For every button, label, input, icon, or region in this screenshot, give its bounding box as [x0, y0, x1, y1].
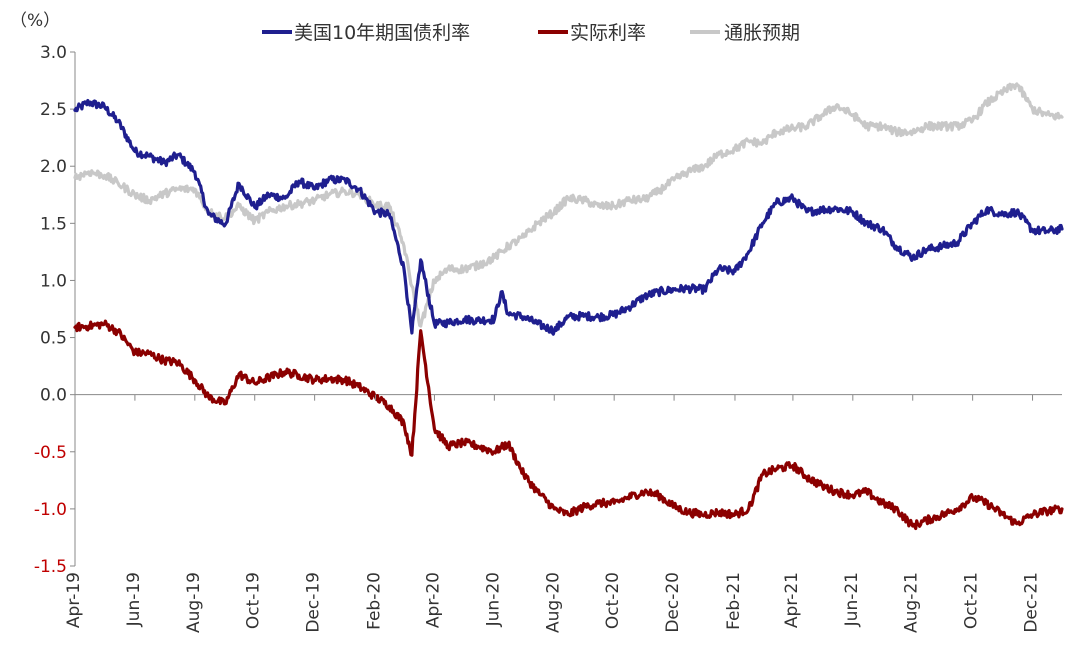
x-tick-label: Jun-21	[842, 572, 862, 627]
x-tick-label: Oct-21	[962, 572, 982, 629]
axes	[74, 52, 1062, 566]
x-tick-label: Apr-19	[64, 572, 84, 628]
x-tick-label: Dec-19	[304, 572, 324, 633]
x-tick-label: Apr-21	[782, 572, 802, 628]
y-tick-label: 3.0	[40, 43, 67, 63]
y-tick-label: 0.0	[40, 386, 67, 406]
legend-label-0: 美国10年期国债利率	[294, 22, 470, 44]
y-tick-label: 2.5	[40, 100, 67, 120]
x-tick-label: Jun-20	[483, 572, 503, 627]
y-tick-label: 1.0	[40, 271, 67, 291]
legend-label-2: 通胀预期	[724, 22, 800, 44]
x-tick-label: Feb-20	[365, 572, 385, 630]
y-axis-unit-label: （%）	[10, 11, 60, 31]
x-tick-label: Oct-20	[603, 572, 623, 629]
x-tick-label: Oct-19	[244, 572, 264, 629]
x-tick-label: Aug-19	[184, 572, 204, 633]
x-tick-label: Apr-20	[423, 572, 443, 628]
x-tick-label: Dec-20	[663, 572, 683, 633]
x-tick-label: Jun-19	[124, 572, 144, 627]
y-tick-label: 1.5	[40, 214, 67, 234]
y-tick-label: -1.0	[34, 500, 67, 520]
legend: 美国10年期国债利率 实际利率 通胀预期	[262, 22, 800, 44]
series-line-2	[73, 82, 1064, 328]
series-group	[73, 82, 1064, 531]
y-tick-label: -0.5	[34, 443, 67, 463]
x-tick-label: Dec-21	[1022, 572, 1042, 633]
x-tick-label: Feb-21	[724, 572, 744, 630]
x-axis-ticks: Apr-19 Jun-19 Aug-19 Oct-19 Dec-19 Feb-20 Apr-…	[64, 394, 1042, 633]
y-tick-label: -1.5	[34, 557, 67, 577]
series-line-1	[73, 319, 1064, 531]
legend-label-1: 实际利率	[570, 22, 646, 44]
x-tick-label: Aug-20	[543, 572, 563, 633]
x-tick-label: Aug-21	[902, 572, 922, 633]
y-tick-label: 0.5	[40, 329, 67, 349]
series-line-0	[73, 98, 1064, 336]
y-axis-ticks: 3.0 2.5 2.0 1.5 1.0 0.5 0.0 -0.5 -1.0 -1.5	[34, 43, 75, 577]
y-tick-label: 2.0	[40, 157, 67, 177]
